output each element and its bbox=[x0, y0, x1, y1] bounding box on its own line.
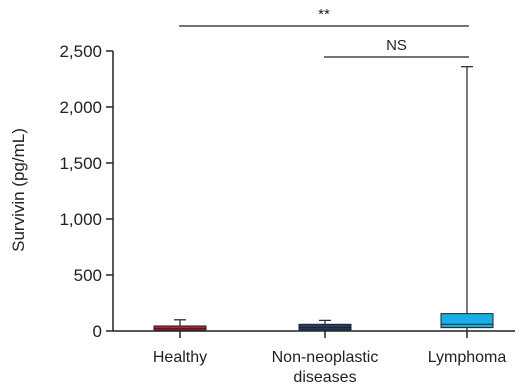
y-tick-label: 2,000 bbox=[59, 98, 102, 117]
y-axis: 0 500 1,000 1,500 2,000 2,500 bbox=[59, 42, 114, 341]
box-rect bbox=[153, 325, 207, 331]
y-tick-label: 2,500 bbox=[59, 42, 102, 61]
y-tick-label: 1,500 bbox=[59, 154, 102, 173]
box-0 bbox=[153, 319, 207, 331]
y-tick-label: 0 bbox=[93, 322, 102, 341]
x-axis: Healthy Non-neoplastic diseases Lymphoma bbox=[113, 330, 515, 386]
significance-label: NS bbox=[386, 37, 407, 54]
box-rect bbox=[440, 313, 494, 329]
y-axis-title: Survivin (pg/mL) bbox=[9, 128, 28, 252]
y-tick-label: 500 bbox=[74, 266, 102, 285]
box-1 bbox=[298, 319, 352, 331]
x-tick-label: Healthy bbox=[153, 349, 207, 366]
box-2 bbox=[440, 66, 494, 331]
x-tick-label: Non-neoplastic bbox=[272, 349, 379, 366]
box-series bbox=[153, 66, 494, 331]
x-tick-label: diseases bbox=[293, 369, 356, 386]
significance-label: ** bbox=[318, 6, 330, 23]
box-rect bbox=[298, 323, 352, 331]
y-tick-label: 1,000 bbox=[59, 210, 102, 229]
significance-brackets: ** NS bbox=[179, 6, 469, 58]
x-tick-label: Lymphoma bbox=[428, 349, 507, 366]
